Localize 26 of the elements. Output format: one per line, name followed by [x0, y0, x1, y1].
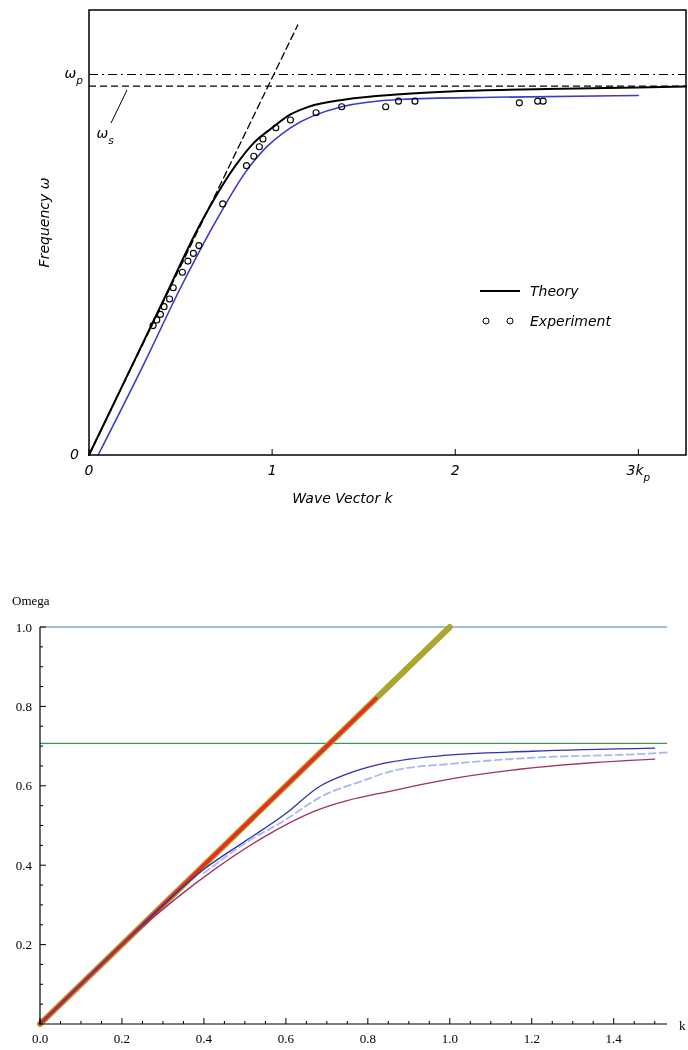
legend-label: Theory	[530, 283, 580, 299]
x-axis-title: Wave Vector k	[292, 490, 394, 506]
ref-line-label: ω$_{s}$	[96, 125, 115, 147]
x-tick-label: 0	[84, 462, 94, 478]
x-tick-label: 1.0	[441, 1031, 458, 1046]
x-tick-label: 0.0	[31, 1031, 49, 1046]
x-tick-label: 1	[267, 462, 277, 478]
x-tick-label: 3k$_{p}$	[626, 462, 651, 483]
y-tick-label: 0.4	[15, 857, 33, 873]
legend-label: Experiment	[530, 313, 612, 329]
x-tick-label: 1.2	[523, 1031, 540, 1046]
ref-line-label: ω$_{p}$	[64, 65, 84, 87]
x-tick-label: 2	[450, 462, 460, 478]
y-axis-title: Frequency ω	[36, 177, 52, 268]
x-tick-label: 0.2	[113, 1031, 131, 1046]
y-tick-label: 0.2	[15, 937, 32, 953]
x-tick-label: 0.8	[359, 1031, 376, 1046]
x-tick-label: 1.4	[605, 1031, 623, 1046]
y-tick-label: 0.6	[15, 778, 33, 794]
text: 0	[70, 446, 80, 462]
x-tick-label: 0.6	[277, 1031, 295, 1046]
y-axis-title: Omega	[12, 593, 50, 608]
y-tick-label: 1.0	[15, 619, 32, 635]
y-tick-label: 0.8	[15, 698, 32, 714]
x-tick-label: 0.4	[195, 1031, 213, 1046]
x-axis-title: k	[679, 1018, 686, 1033]
